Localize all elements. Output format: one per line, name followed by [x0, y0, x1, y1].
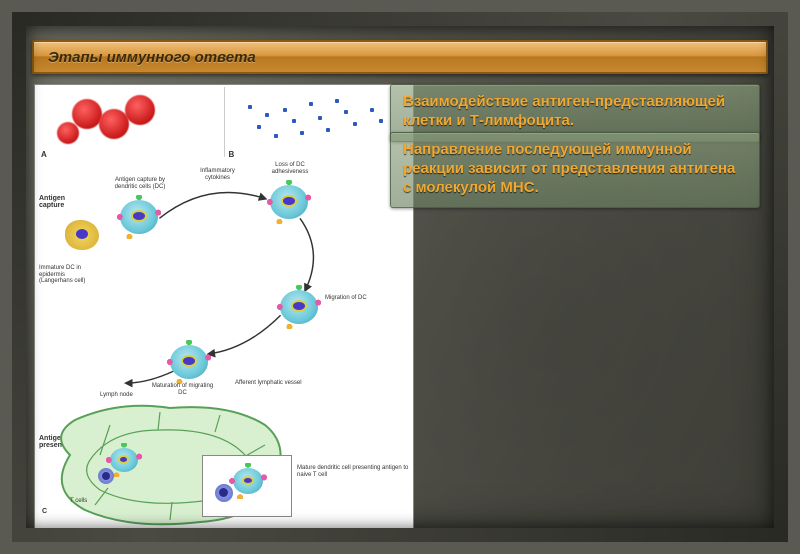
- t-cell: [98, 468, 114, 484]
- label-loss: Loss of DC adhesiveness: [260, 162, 320, 175]
- red-cell: [125, 95, 155, 125]
- slide: Этапы иммунного ответа A B /* fragments …: [0, 0, 800, 554]
- lymph-node-region: C Lymph node T cells Mature dendritic ce…: [40, 400, 290, 530]
- panel-b-label: B: [229, 150, 235, 159]
- label-mature: Mature dendritic cell presenting antigen…: [297, 465, 412, 478]
- inset-box: [202, 455, 292, 517]
- text-box-2: Направление последующей иммунной реакции…: [390, 132, 760, 208]
- label-capture: Antigen capture by dendritic cells (DC): [105, 177, 175, 190]
- slide-title: Этапы иммунного ответа: [48, 49, 256, 66]
- text-box-2-content: Направление последующей иммунной реакции…: [403, 141, 747, 197]
- langerhans-cell: [65, 220, 99, 250]
- dc-cell: [233, 468, 263, 494]
- content-area: A B /* fragments drawn below via loop */: [26, 84, 774, 528]
- t-cell: [215, 484, 233, 502]
- label-inflammatory: Inflammatory cytokines: [190, 168, 245, 181]
- label-antigen-capture: Antigen capture: [39, 195, 79, 209]
- red-cell: [72, 99, 102, 129]
- label-lymph-node: Lymph node: [100, 392, 133, 399]
- label-t-cells: T cells: [70, 498, 87, 505]
- dc-cell: [270, 185, 308, 219]
- title-bar: Этапы иммунного ответа: [32, 40, 768, 74]
- panel-c-label: C: [42, 508, 47, 515]
- label-immature-dc: Immature DC in epidermis (Langerhans cel…: [39, 265, 91, 285]
- dc-cell: [280, 290, 318, 324]
- panel-a: A: [37, 87, 225, 157]
- top-panels: A B /* fragments drawn below via loop */: [37, 87, 411, 157]
- dc-cell: [110, 448, 138, 472]
- panel-a-label: A: [41, 150, 47, 159]
- label-migration: Migration of DC: [325, 295, 375, 302]
- label-afferent: Afferent lymphatic vessel: [235, 380, 315, 387]
- red-cell: [57, 122, 79, 144]
- panel-b: B /* fragments drawn below via loop */: [225, 87, 412, 157]
- immune-response-diagram: A B /* fragments drawn below via loop */: [34, 84, 414, 539]
- blue-fragments-cluster: [231, 93, 406, 151]
- dc-cell: [170, 345, 208, 379]
- text-box-1-content: Взаимодействие антиген-представляющей кл…: [403, 93, 747, 131]
- dc-cell: [120, 200, 158, 234]
- label-maturation: Maturation of migrating DC: [150, 383, 215, 396]
- dc-migration-chain: Antigen capture by dendritic cells (DC) …: [95, 165, 408, 388]
